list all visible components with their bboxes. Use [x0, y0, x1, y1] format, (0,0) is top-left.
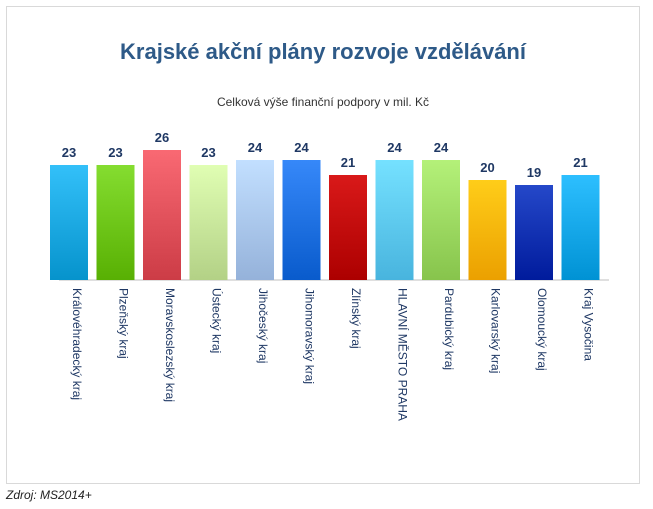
value-label-11: 19: [527, 165, 541, 180]
chart-subtitle: Celková výše finanční podpory v mil. Kč: [217, 95, 429, 109]
category-label-1: Královéhradecký kraj: [70, 288, 84, 400]
category-label-12: Kraj Vysočina: [582, 288, 596, 361]
bar-1: [50, 165, 88, 280]
bar-9: [422, 160, 460, 280]
value-label-6: 24: [294, 140, 309, 155]
category-label-10: Karlovarský kraj: [489, 288, 503, 373]
value-label-8: 24: [387, 140, 402, 155]
bar-chart: Krajské akční plány rozvoje vzdělávání C…: [50, 39, 609, 421]
category-label-9: Pardubický kraj: [442, 288, 456, 370]
bar-8: [375, 160, 414, 280]
category-label-3: Moravskoslezský kraj: [163, 288, 177, 402]
category-label-4: Ústecký kraj: [210, 288, 225, 353]
category-label-7: Zlínský kraj: [349, 288, 363, 349]
bars-layer: 23 Královéhradecký kraj 23 Plzeňský kraj 26 M…: [50, 130, 600, 421]
bar-4: [189, 165, 228, 280]
category-label-8: HLAVNÍ MĚSTO PRAHA: [396, 288, 411, 421]
category-label-6: Jihomoravský kraj: [303, 288, 317, 384]
bar-11: [515, 185, 553, 280]
value-label-4: 23: [201, 145, 215, 160]
bar-3: [143, 150, 181, 280]
value-label-10: 20: [480, 160, 494, 175]
bar-7: [329, 175, 367, 280]
value-label-5: 24: [248, 140, 263, 155]
value-label-1: 23: [62, 145, 76, 160]
bar-10: [468, 180, 507, 280]
value-label-2: 23: [108, 145, 122, 160]
bar-5: [236, 160, 274, 280]
value-label-12: 21: [573, 155, 587, 170]
chart-title: Krajské akční plány rozvoje vzdělávání: [120, 39, 527, 64]
value-label-9: 24: [434, 140, 449, 155]
value-label-3: 26: [155, 130, 169, 145]
chart-frame: Krajské akční plány rozvoje vzdělávání C…: [6, 6, 640, 484]
bar-6: [282, 160, 321, 280]
bar-12: [561, 175, 600, 280]
bar-2: [96, 165, 135, 280]
source-note: Zdroj: MS2014+: [6, 488, 92, 502]
category-label-5: Jihočeský kraj: [256, 288, 270, 363]
category-label-2: Plzeňský kraj: [117, 288, 131, 359]
value-label-7: 21: [341, 155, 355, 170]
category-label-11: Olomoucký kraj: [535, 288, 549, 371]
